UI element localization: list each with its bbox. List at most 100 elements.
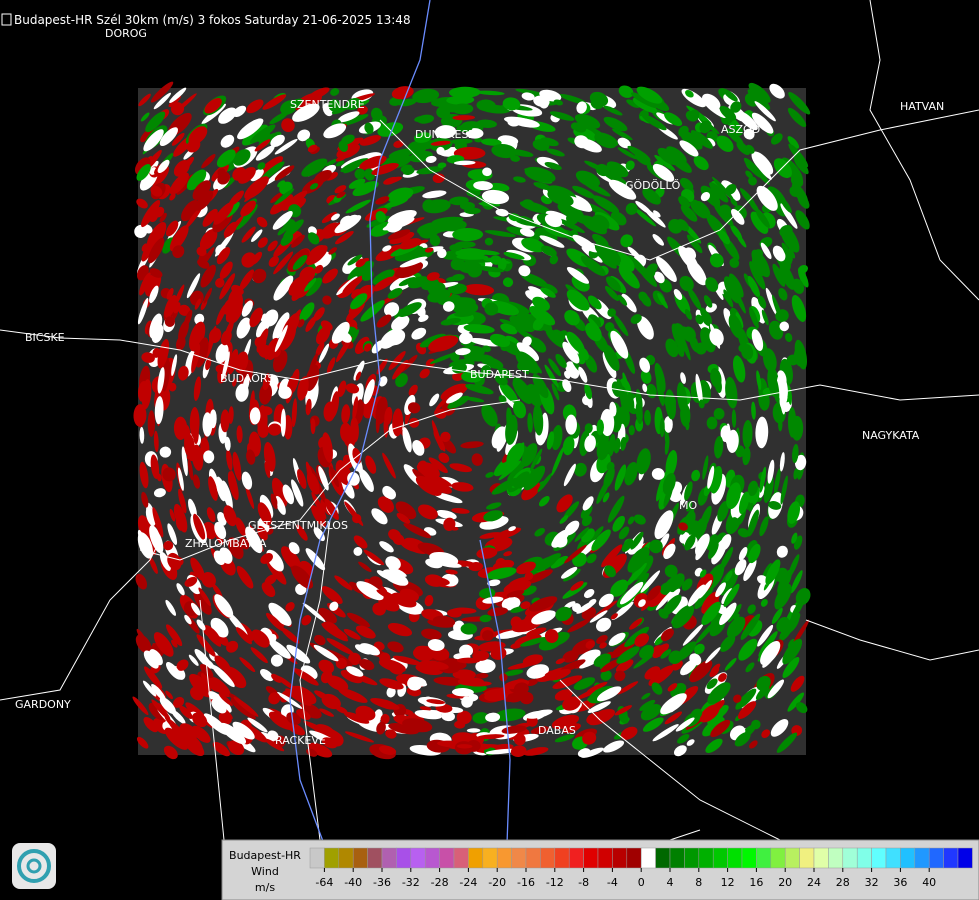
echo (402, 718, 433, 733)
echo (169, 87, 187, 103)
echo (700, 191, 711, 202)
echo (268, 692, 281, 705)
echo (556, 494, 573, 513)
echo (250, 124, 276, 144)
echo (262, 94, 287, 110)
echo (299, 302, 315, 322)
echo (696, 200, 711, 216)
echo (494, 708, 526, 722)
echo (584, 383, 593, 400)
echo (451, 482, 474, 492)
echo (510, 642, 522, 649)
echo (178, 488, 187, 514)
legend-tick-label: -12 (546, 876, 564, 889)
radar-echoes (132, 81, 811, 760)
echo (340, 215, 354, 228)
echo (480, 354, 494, 362)
echo (717, 229, 730, 245)
place-label: BICSKE (25, 331, 65, 344)
echo (132, 696, 149, 716)
echo (491, 144, 517, 159)
echo (703, 295, 713, 308)
echo (612, 128, 633, 141)
echo (486, 567, 517, 580)
echo (519, 201, 550, 214)
echo (552, 529, 570, 545)
echo (223, 221, 238, 238)
echo (600, 670, 612, 681)
echo (270, 192, 283, 203)
echo (495, 558, 506, 567)
echo (227, 471, 239, 501)
echo (216, 476, 227, 502)
echo (761, 729, 771, 739)
echo (618, 526, 630, 540)
echo (699, 120, 712, 134)
echo (468, 561, 484, 572)
echo (228, 740, 245, 756)
echo (143, 650, 159, 669)
legend-swatch (813, 847, 829, 869)
echo (660, 693, 687, 715)
echo (475, 673, 489, 679)
echo (186, 169, 207, 191)
echo (544, 629, 559, 643)
echo (586, 553, 597, 564)
echo (176, 583, 185, 596)
echo (347, 254, 363, 266)
echo (595, 163, 610, 177)
echo (353, 546, 363, 556)
echo (639, 645, 654, 659)
echo (278, 386, 292, 399)
echo (170, 102, 185, 116)
echo (549, 111, 575, 121)
echo (311, 492, 327, 520)
echo (787, 692, 805, 712)
echo (665, 389, 677, 420)
echo (751, 329, 764, 351)
echo (437, 248, 447, 259)
echo (774, 468, 781, 495)
echo (795, 210, 810, 230)
echo (613, 314, 629, 337)
echo (424, 594, 434, 607)
echo (352, 181, 379, 197)
echo (173, 416, 188, 440)
place-label: BUDAÖRS (220, 372, 275, 385)
echo (214, 231, 234, 257)
echo (788, 92, 811, 115)
echo (760, 242, 772, 260)
echo (527, 412, 533, 433)
echo (563, 463, 576, 487)
echo (340, 114, 369, 127)
echo (779, 196, 792, 213)
echo (762, 348, 777, 373)
echo (345, 199, 371, 214)
legend-unit: m/s (255, 881, 275, 894)
menu-icon[interactable] (1, 13, 12, 26)
echo (500, 323, 518, 335)
place-label: DOROG (105, 27, 147, 40)
echo (171, 132, 185, 146)
echo (163, 745, 178, 760)
echo (322, 268, 338, 284)
echo (169, 193, 176, 201)
echo (736, 233, 747, 248)
echo (652, 643, 669, 659)
echo (749, 306, 759, 329)
echo (606, 161, 629, 178)
echo (202, 208, 218, 227)
echo (141, 243, 148, 252)
echo (162, 361, 171, 392)
echo (227, 301, 243, 324)
echo (663, 416, 673, 433)
echo (288, 542, 300, 555)
echo (685, 90, 694, 98)
echo (481, 189, 510, 205)
echo (149, 268, 163, 278)
echo (179, 705, 193, 719)
echo (356, 581, 384, 601)
echo (169, 225, 189, 252)
echo (567, 618, 591, 633)
echo (438, 452, 450, 464)
